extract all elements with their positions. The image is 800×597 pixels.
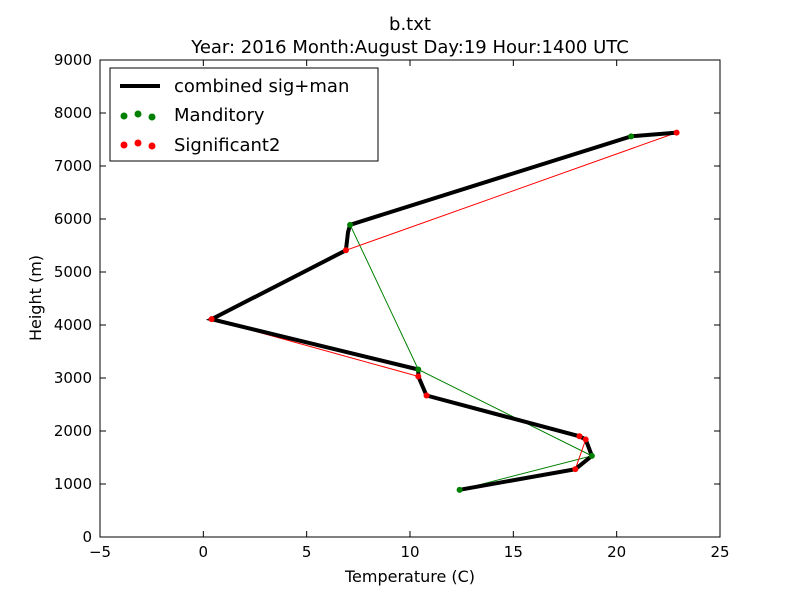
data-point-significant2 xyxy=(342,247,349,254)
legend-label-significant: Significant2 xyxy=(174,135,280,156)
chart-title: b.txt xyxy=(389,14,431,35)
x-tick-label: 0 xyxy=(199,543,209,561)
x-tick-label: −5 xyxy=(89,543,111,561)
data-point-significant2 xyxy=(576,433,583,440)
y-tick-label: 8000 xyxy=(54,104,92,122)
axis-ticks: −5 0 5 10 15 20 250100020003000400050006000700… xyxy=(54,51,730,561)
y-tick-label: 3000 xyxy=(54,369,92,387)
y-tick-label: 2000 xyxy=(54,422,92,440)
legend-manditory-dot xyxy=(134,110,142,118)
data-point-significant2 xyxy=(572,466,579,473)
legend-significant-dot xyxy=(134,139,142,147)
y-tick-label: 7000 xyxy=(54,157,92,175)
x-tick-label: 25 xyxy=(710,543,729,561)
chart-subtitle: Year: 2016 Month:August Day:19 Hour:1400… xyxy=(190,37,629,58)
y-tick-label: 1000 xyxy=(54,475,92,493)
x-tick-label: 10 xyxy=(400,543,419,561)
data-point-manditory xyxy=(347,221,354,228)
plot-area xyxy=(205,129,680,493)
y-tick-label: 6000 xyxy=(54,210,92,228)
y-tick-label: 5000 xyxy=(54,263,92,281)
plot-frame xyxy=(99,59,721,538)
data-point-significant2 xyxy=(423,392,430,399)
series-connector-manditory xyxy=(349,135,632,491)
data-point-manditory xyxy=(415,366,422,373)
data-point-manditory xyxy=(456,486,463,493)
series-connector-significant2 xyxy=(210,132,677,470)
y-tick-label: 9000 xyxy=(54,51,92,69)
y-tick-label: 4000 xyxy=(54,316,92,334)
series-line-combined xyxy=(205,130,677,492)
x-axis-label: Temperature (C) xyxy=(344,567,475,586)
data-point-significant2 xyxy=(582,436,589,443)
x-tick-label: 20 xyxy=(607,543,626,561)
data-point-manditory xyxy=(588,452,595,459)
data-point-significant2 xyxy=(208,316,215,323)
legend-label-combined: combined sig+man xyxy=(174,76,349,97)
legend-label-manditory: Manditory xyxy=(174,105,265,126)
data-point-manditory xyxy=(628,133,635,140)
legend-manditory-dot xyxy=(148,113,156,121)
data-point-significant2 xyxy=(673,129,680,136)
legend-manditory-dot xyxy=(120,112,128,120)
x-tick-label: 15 xyxy=(504,543,523,561)
data-point-significant2 xyxy=(415,373,422,380)
legend-significant-dot xyxy=(148,142,156,150)
y-tick-label: 0 xyxy=(82,528,92,546)
legend: combined sig+man Manditory Significant2 xyxy=(109,67,379,162)
y-axis-label: Height (m) xyxy=(26,255,45,341)
x-tick-label: 5 xyxy=(302,543,312,561)
legend-significant-dot xyxy=(120,141,128,149)
